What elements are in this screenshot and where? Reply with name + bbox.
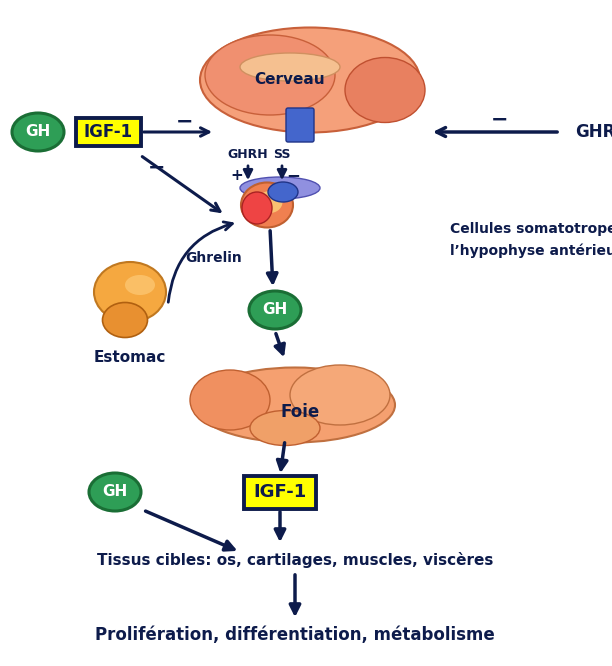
Text: Cellules somatotrope
l’hypophyse antérieu: Cellules somatotrope l’hypophyse antérie… [450,222,612,258]
Ellipse shape [205,35,335,115]
Text: −: − [286,166,300,184]
Text: GHRH: GHRH [575,123,612,141]
Ellipse shape [94,262,166,322]
Ellipse shape [242,192,272,224]
Ellipse shape [200,27,420,133]
Text: Tissus cibles: os, cartilages, muscles, viscères: Tissus cibles: os, cartilages, muscles, … [97,552,493,568]
Text: Ghrelin: Ghrelin [185,251,242,265]
Ellipse shape [249,291,301,329]
Ellipse shape [12,113,64,151]
Ellipse shape [240,177,320,199]
Text: GH: GH [25,125,51,139]
Text: SS: SS [273,149,291,161]
Text: GHRH: GHRH [228,149,268,161]
Ellipse shape [195,368,395,442]
Ellipse shape [89,473,141,511]
Text: Estomac: Estomac [94,350,166,365]
Text: GH: GH [102,484,128,500]
FancyBboxPatch shape [286,108,314,142]
Text: Foie: Foie [280,403,319,421]
Ellipse shape [290,365,390,425]
Text: Prolifération, différentiation, métabolisme: Prolifération, différentiation, métaboli… [95,626,495,644]
Text: Cerveau: Cerveau [255,73,326,87]
Text: −: − [148,158,166,178]
Ellipse shape [190,370,270,430]
Ellipse shape [268,182,298,202]
Ellipse shape [240,53,340,81]
FancyBboxPatch shape [75,118,141,146]
Text: IGF-1: IGF-1 [83,123,133,141]
Ellipse shape [102,302,147,338]
Ellipse shape [250,410,320,446]
Text: GH: GH [263,302,288,318]
Text: +: + [231,168,244,182]
Text: −: − [491,110,509,130]
Ellipse shape [125,275,155,295]
Ellipse shape [345,57,425,123]
Text: IGF-1: IGF-1 [253,483,307,501]
Ellipse shape [258,191,283,213]
Ellipse shape [241,182,293,228]
FancyBboxPatch shape [244,476,316,509]
Text: −: − [176,112,194,132]
